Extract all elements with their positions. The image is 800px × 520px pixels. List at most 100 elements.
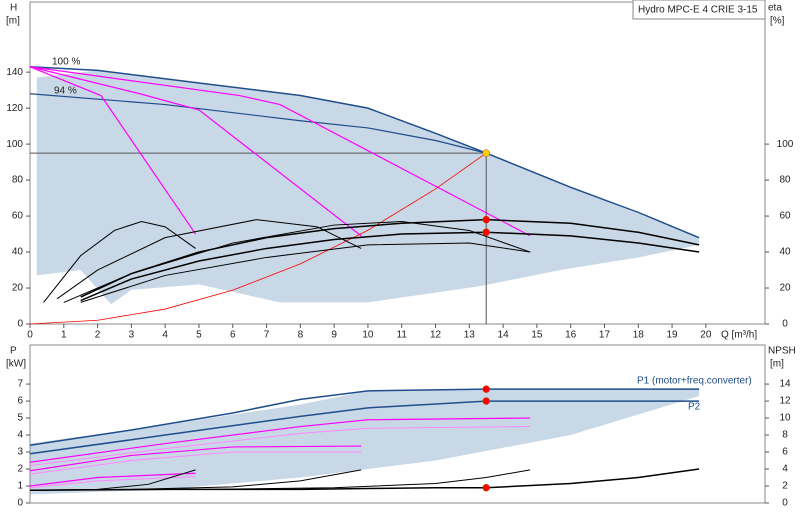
y-tick-label: 0: [17, 319, 23, 330]
annotation: P2: [688, 402, 701, 413]
curve: [29, 93, 487, 154]
x-tick-label: 18: [633, 330, 645, 341]
curve: [29, 417, 531, 463]
curve: [29, 66, 700, 239]
curve: [29, 426, 531, 467]
operating-point: [482, 483, 490, 492]
annotation: 94 %: [54, 86, 77, 97]
x-tick-label: 4: [162, 330, 168, 341]
y-tick-label: 7: [17, 379, 23, 390]
curve: [80, 231, 700, 302]
y2-tick-label: 2: [782, 481, 788, 492]
x-tick-label: 17: [599, 330, 611, 341]
curve: [63, 220, 531, 303]
y2-tick-label: 0: [782, 498, 788, 509]
x-tick-label: 13: [464, 330, 476, 341]
operating-point: [482, 385, 490, 393]
y-tick-label: 2: [17, 464, 23, 475]
y2-tick-label: 14: [779, 379, 791, 390]
y2-tick-label: 4: [782, 464, 788, 475]
y-axis-label: P: [10, 346, 17, 357]
y-tick-label: 5: [17, 413, 23, 424]
y2-tick-label: 0: [782, 319, 788, 330]
x-axis-label: Q [m³/h]: [721, 330, 757, 341]
y2-tick-label: 12: [779, 396, 791, 407]
x-tick-label: 3: [129, 330, 135, 341]
x-tick-label: 20: [700, 330, 712, 341]
y-tick-label: 0: [17, 498, 23, 509]
x-tick-label: 6: [230, 330, 236, 341]
x-tick-label: 5: [196, 330, 202, 341]
curve: [29, 445, 362, 472]
x-tick-label: 9: [331, 330, 337, 341]
x-tick-label: 14: [498, 330, 510, 341]
curve: [29, 472, 196, 487]
plot-frame: [29, 344, 766, 504]
y-tick-label: 140: [6, 67, 23, 78]
annotation: 100 %: [52, 57, 80, 68]
y-tick-label: 120: [6, 103, 23, 114]
annotation: P1 (motor+freq.converter): [637, 376, 752, 387]
curve: [29, 451, 362, 475]
y2-tick-label: 20: [779, 283, 791, 294]
curve: [29, 388, 700, 446]
x-tick-label: 10: [362, 330, 374, 341]
curve: [43, 220, 196, 303]
y2-axis-label: NPSH: [768, 346, 796, 357]
y-tick-label: 40: [12, 247, 24, 258]
y-axis-unit: [kW]: [6, 359, 26, 370]
x-tick-label: 11: [397, 330, 408, 341]
y-tick-label: 100: [6, 139, 23, 150]
y-axis-label: H: [10, 3, 17, 14]
curve: [29, 469, 196, 491]
x-tick-label: 0: [27, 330, 33, 341]
x-tick-label: 7: [264, 330, 270, 341]
curve: [29, 469, 531, 491]
operating-point: [482, 149, 490, 157]
y2-tick-label: 80: [779, 175, 791, 186]
y2-axis-label: eta: [768, 3, 782, 14]
operating-point: [482, 397, 490, 405]
chart-title: Hydro MPC-E 4 CRIE 3-15: [638, 5, 758, 16]
operating-area: [30, 389, 700, 495]
x-tick-label: 12: [430, 330, 442, 341]
y-tick-label: 6: [17, 396, 23, 407]
y2-tick-label: 6: [782, 447, 788, 458]
x-tick-label: 8: [298, 330, 304, 341]
curve: [80, 242, 531, 303]
title-box: [632, 0, 766, 20]
x-tick-label: 2: [95, 330, 101, 341]
plot-frame: [29, 1, 766, 325]
y2-axis-unit: [m]: [770, 359, 784, 370]
curve: [29, 66, 362, 237]
y-tick-label: 1: [17, 481, 23, 492]
y-tick-label: 60: [12, 211, 24, 222]
y-tick-label: 20: [12, 283, 24, 294]
y2-tick-label: 8: [782, 430, 788, 441]
operating-point: [482, 228, 490, 237]
curve: [29, 400, 700, 455]
x-tick-label: 1: [61, 330, 67, 341]
y-tick-label: 3: [17, 447, 23, 458]
y2-tick-label: 100: [777, 139, 794, 150]
y2-tick-label: 60: [779, 211, 791, 222]
y-tick-label: 80: [12, 175, 24, 186]
operating-point: [482, 215, 490, 224]
x-tick-label: 19: [667, 330, 679, 341]
x-tick-label: 16: [565, 330, 577, 341]
curve: [29, 152, 487, 325]
y2-axis-unit: [%]: [770, 16, 785, 27]
curve: [29, 66, 197, 235]
y-axis-unit: [m]: [6, 16, 20, 27]
operating-area: [36, 70, 700, 305]
curve: [56, 219, 362, 300]
x-tick-label: 15: [531, 330, 543, 341]
curve: [29, 66, 531, 237]
curve: [29, 476, 196, 489]
curve: [80, 218, 700, 298]
y-tick-label: 4: [17, 430, 23, 441]
y2-tick-label: 10: [779, 413, 791, 424]
y2-tick-label: 40: [779, 247, 791, 258]
